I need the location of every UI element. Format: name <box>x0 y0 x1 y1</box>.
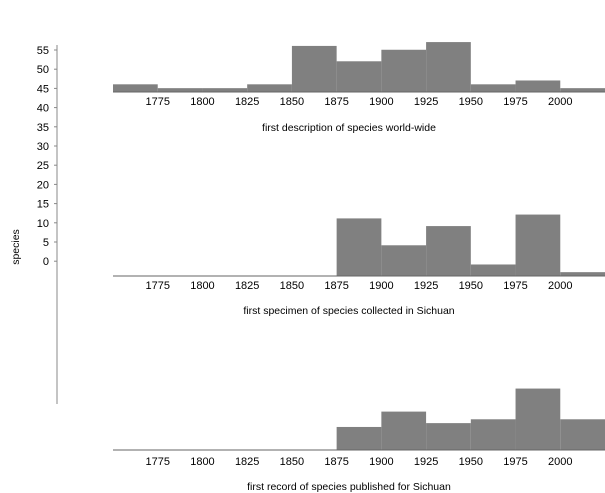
histogram-bar <box>515 214 561 276</box>
histogram-bar <box>470 84 516 92</box>
x-tick-label: 1875 <box>324 280 348 292</box>
x-tick-label: 1900 <box>369 456 393 468</box>
y-tick-label: 20 <box>37 179 49 191</box>
y-tick-label: 55 <box>37 45 49 57</box>
y-axis-title: species <box>10 229 22 265</box>
x-tick-label: 1875 <box>324 96 348 108</box>
histogram-bar <box>157 88 203 92</box>
x-tick-label: 2000 <box>548 280 572 292</box>
x-tick-label: 1950 <box>459 96 483 108</box>
x-tick-label: 1875 <box>324 456 348 468</box>
histogram-bar <box>426 226 471 276</box>
y-tick-label: 25 <box>37 160 49 172</box>
histogram-bar <box>515 80 561 92</box>
histogram-panel: 1775 1800 1825 1850 1875 1900 1925 1950 1975 2000… <box>113 388 605 493</box>
panel-title: first record of species published for Si… <box>247 481 451 493</box>
histogram-bar <box>560 419 605 450</box>
x-tick-label: 1975 <box>503 456 527 468</box>
x-tick-label: 1775 <box>145 96 169 108</box>
histogram-bar <box>560 88 605 92</box>
x-tick-label: 1800 <box>190 96 214 108</box>
x-tick-label: 1900 <box>369 280 393 292</box>
x-tick-label: 1775 <box>145 280 169 292</box>
x-tick-label: 1825 <box>235 96 259 108</box>
x-tick-label: 1925 <box>414 280 438 292</box>
y-tick-label: 40 <box>37 103 49 115</box>
histogram-bar <box>381 49 427 92</box>
histogram-bar <box>426 42 471 92</box>
x-tick-label: 1925 <box>414 96 438 108</box>
histogram-bar <box>560 272 605 276</box>
x-tick-label: 2000 <box>548 96 572 108</box>
histogram-bar <box>202 88 248 92</box>
x-tick-label: 1975 <box>503 96 527 108</box>
x-tick-label: 2000 <box>548 456 572 468</box>
panel-title: first description of species world-wide <box>262 122 436 134</box>
x-tick-label: 1775 <box>145 456 169 468</box>
x-tick-label: 1925 <box>414 456 438 468</box>
y-tick-label: 30 <box>37 141 49 153</box>
histogram-bar <box>291 45 337 92</box>
x-tick-label: 1850 <box>280 456 304 468</box>
y-tick-label: 50 <box>37 64 49 76</box>
x-tick-label: 1900 <box>369 96 393 108</box>
x-tick-label: 1975 <box>503 280 527 292</box>
histogram-bar <box>515 388 561 450</box>
y-tick-label: 5 <box>43 237 49 249</box>
histogram-bar <box>381 245 427 276</box>
histogram-bar <box>381 411 427 450</box>
x-tick-label: 1800 <box>190 456 214 468</box>
histogram-bar <box>336 426 382 450</box>
panel-title: first specimen of species collected in S… <box>243 305 454 317</box>
histogram-panel: 1775 1800 1825 1850 1875 1900 1925 1950 1975 2000… <box>113 42 605 134</box>
histogram-bar <box>247 84 292 92</box>
x-tick-label: 1950 <box>459 456 483 468</box>
x-tick-label: 1800 <box>190 280 214 292</box>
y-tick-label: 0 <box>43 256 49 268</box>
x-tick-label: 1850 <box>280 280 304 292</box>
panels: 1775 1800 1825 1850 1875 1900 1925 1950 1975 2000… <box>113 42 605 493</box>
x-tick-label: 1825 <box>235 456 259 468</box>
histogram-bar <box>470 419 516 450</box>
y-tick-label: 45 <box>37 83 49 95</box>
x-tick-label: 1950 <box>459 280 483 292</box>
histogram-bar <box>113 84 158 92</box>
histogram-bar <box>336 218 382 276</box>
x-tick-label: 1825 <box>235 280 259 292</box>
y-tick-label: 35 <box>37 122 49 134</box>
y-tick-label: 15 <box>37 199 49 211</box>
histogram-bar <box>426 423 471 450</box>
y-tick-label: 10 <box>37 218 49 230</box>
histogram-bar <box>336 61 382 92</box>
histogram-panel: 1775 1800 1825 1850 1875 1900 1925 1950 1975 2000… <box>113 214 605 317</box>
histogram-bar <box>470 264 516 276</box>
x-tick-label: 1850 <box>280 96 304 108</box>
